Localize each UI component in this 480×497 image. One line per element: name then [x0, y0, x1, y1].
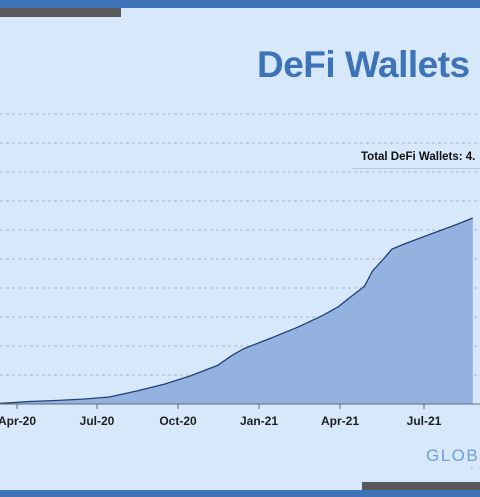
x-tick-marks [16, 404, 425, 409]
company-logo: GLOB [426, 446, 480, 465]
total-wallets-annotation: Total DeFi Wallets: 4. [361, 151, 476, 163]
x-tick-label: Jul-21 [407, 414, 442, 428]
x-tick-label: Jan-21 [240, 414, 278, 428]
top-accent-bar [0, 0, 480, 8]
x-tick-label: Apr-20 [0, 414, 36, 428]
wallets-area [0, 218, 473, 404]
x-tick-labels: Apr-20 Jul-20 Oct-20 Jan-21 Apr-21 Jul-21 [0, 414, 442, 428]
chart-title: DeFi Wallets [257, 44, 470, 85]
bottom-gray-bar [362, 482, 480, 490]
x-tick-label: Apr-21 [321, 414, 359, 428]
x-tick-label: Oct-20 [159, 414, 197, 428]
bottom-accent-bar [0, 490, 480, 497]
company-logo-tagline: F I [471, 466, 480, 471]
annotation-underline [352, 168, 480, 169]
wallets-line [0, 217, 474, 404]
x-tick-label: Jul-20 [80, 414, 115, 428]
chart-gridlines [0, 113, 480, 376]
top-gray-bar [0, 8, 121, 17]
